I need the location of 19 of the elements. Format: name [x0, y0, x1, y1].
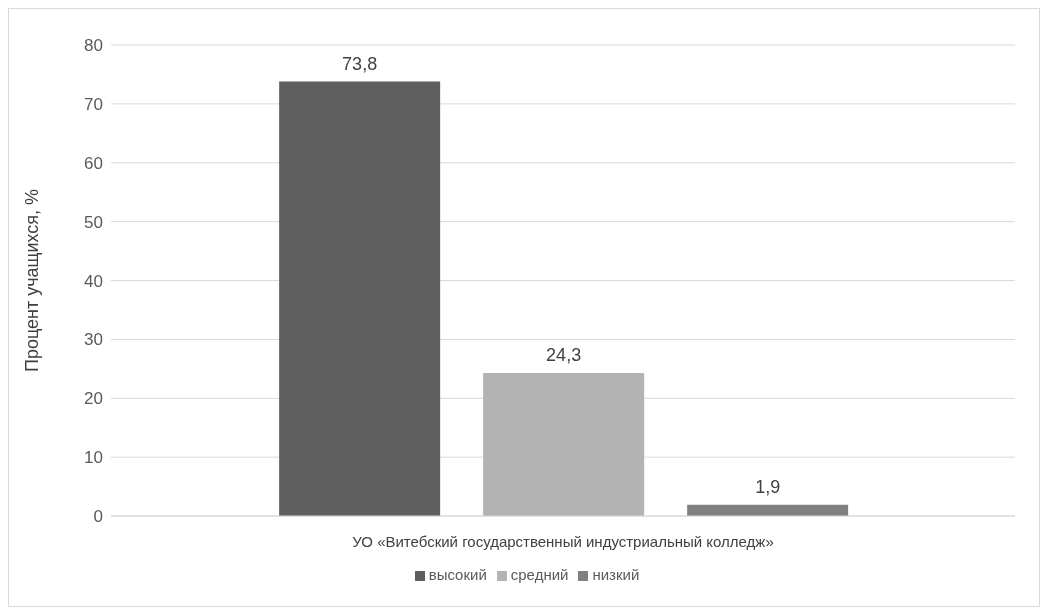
y-tick-label: 70 — [84, 94, 103, 114]
x-tick-label: УО «Витебский государственный индустриальный колледж» — [352, 532, 774, 550]
y-axis-title: Процент учащихся, % — [22, 188, 43, 373]
legend-label: средний — [510, 566, 569, 583]
y-tick-label: 20 — [84, 389, 103, 409]
y-tick-label: 10 — [84, 448, 103, 468]
data-label: 1,9 — [755, 476, 781, 497]
y-tick-label: 60 — [84, 153, 103, 173]
bar — [279, 81, 441, 516]
y-tick-label: 30 — [84, 330, 103, 350]
legend-label: высокий — [428, 566, 487, 583]
y-tick-label: 0 — [93, 507, 103, 527]
data-label: 73,8 — [342, 53, 378, 74]
data-label: 24,3 — [546, 344, 582, 365]
legend-label: низкий — [592, 566, 640, 583]
y-tick-label: 50 — [84, 212, 103, 232]
y-tick-label: 40 — [84, 271, 103, 291]
y-tick-label: 80 — [84, 36, 103, 56]
bar — [483, 372, 645, 516]
